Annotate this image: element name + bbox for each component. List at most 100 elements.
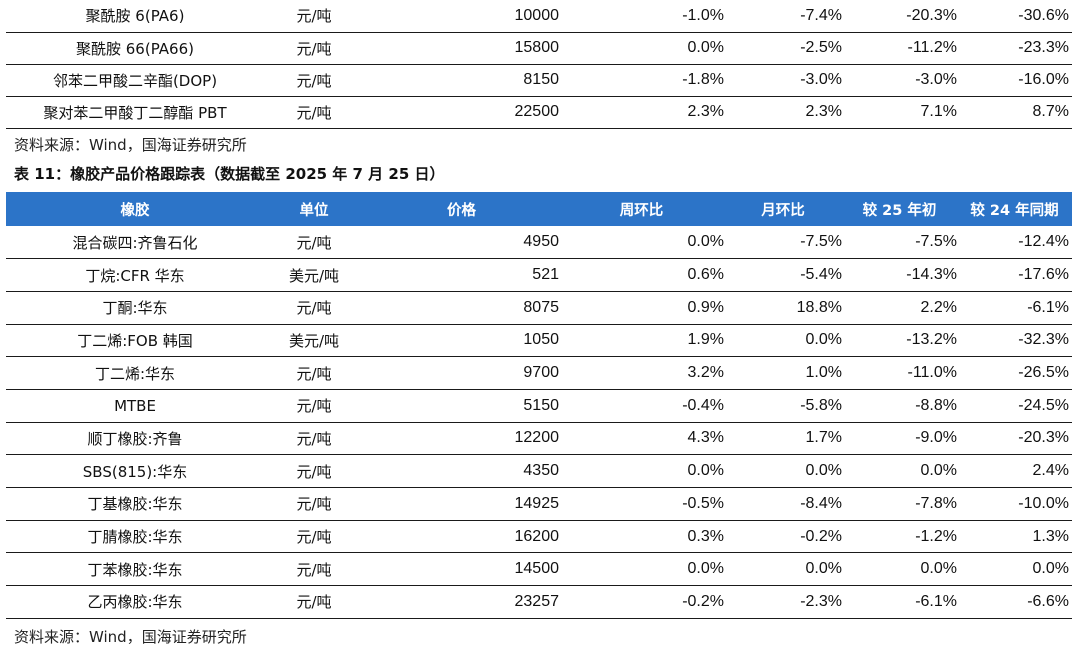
yoy-change-cell: -24.5% <box>957 389 1072 423</box>
unit-cell: 元/吨 <box>264 487 364 521</box>
header-unit: 单位 <box>264 192 364 226</box>
price-cell: 521 <box>364 258 559 292</box>
unit-cell: 元/吨 <box>264 585 364 619</box>
week-change-cell: -1.8% <box>559 64 724 97</box>
yoy-change-cell: 8.7% <box>957 96 1072 129</box>
source-note: 资料来源：Wind，国海证券研究所 <box>14 628 247 646</box>
table-row: 丁烷:CFR 华东 美元/吨 521 0.6% -5.4% -14.3% -17.6% <box>6 258 1072 292</box>
month-change-cell: -3.0% <box>724 64 842 97</box>
plastics-price-table-continued: 聚酰胺 6(PA6) 元/吨 10000 -1.0% -7.4% -20.3% -30.6%… <box>6 0 1072 129</box>
unit-cell: 元/吨 <box>264 389 364 423</box>
week-change-cell: -0.5% <box>559 487 724 521</box>
week-change-cell: -0.2% <box>559 585 724 619</box>
header-product: 橡胶 <box>6 192 264 226</box>
table-row: 丁二烯:华东 元/吨 9700 3.2% 1.0% -11.0% -26.5% <box>6 356 1072 390</box>
week-change-cell: 0.6% <box>559 258 724 292</box>
unit-cell: 元/吨 <box>264 552 364 587</box>
header-price: 价格 <box>364 192 559 226</box>
unit-cell: 元/吨 <box>264 64 364 97</box>
product-cell: 丁腈橡胶:华东 <box>6 520 264 554</box>
ytd-change-cell: 0.0% <box>842 552 957 587</box>
week-change-cell: 4.3% <box>559 422 724 456</box>
price-cell: 10000 <box>364 0 559 33</box>
product-cell: 丁二烯:FOB 韩国 <box>6 324 264 358</box>
week-change-cell: 1.9% <box>559 324 724 358</box>
ytd-change-cell: -14.3% <box>842 258 957 292</box>
table-row: 丁苯橡胶:华东 元/吨 14500 0.0% 0.0% 0.0% 0.0% <box>6 552 1072 587</box>
month-change-cell: -2.5% <box>724 32 842 65</box>
ytd-change-cell: 7.1% <box>842 96 957 129</box>
header-row: 橡胶 单位 价格 周环比 月环比 较 25 年初 较 24 年同期 <box>6 192 1072 226</box>
product-cell: 丁苯橡胶:华东 <box>6 552 264 587</box>
rubber-price-table: 橡胶 单位 价格 周环比 月环比 较 25 年初 较 24 年同期 混合碳四:齐… <box>6 192 1072 619</box>
month-change-cell: 0.0% <box>724 324 842 358</box>
unit-cell: 元/吨 <box>264 520 364 554</box>
month-change-cell: 2.3% <box>724 96 842 129</box>
price-cell: 14500 <box>364 552 559 587</box>
ytd-change-cell: -9.0% <box>842 422 957 456</box>
yoy-change-cell: -32.3% <box>957 324 1072 358</box>
yoy-change-cell: -16.0% <box>957 64 1072 97</box>
month-change-cell: 0.0% <box>724 454 842 488</box>
price-cell: 8150 <box>364 64 559 97</box>
yoy-change-cell: 1.3% <box>957 520 1072 554</box>
table-row: 乙丙橡胶:华东 元/吨 23257 -0.2% -2.3% -6.1% -6.6% <box>6 585 1072 619</box>
ytd-change-cell: -1.2% <box>842 520 957 554</box>
product-cell: 邻苯二甲酸二辛酯(DOP) <box>6 64 264 97</box>
table-caption: 表 11：橡胶产品价格跟踪表（数据截至 2025 年 7 月 25 日） <box>14 165 445 183</box>
yoy-change-cell: -23.3% <box>957 32 1072 65</box>
month-change-cell: 1.7% <box>724 422 842 456</box>
table-row: 聚酰胺 6(PA6) 元/吨 10000 -1.0% -7.4% -20.3% -30.6% <box>6 0 1072 33</box>
yoy-change-cell: -17.6% <box>957 258 1072 292</box>
month-change-cell: -2.3% <box>724 585 842 619</box>
table-row: 丁酮:华东 元/吨 8075 0.9% 18.8% 2.2% -6.1% <box>6 291 1072 325</box>
unit-cell: 元/吨 <box>264 454 364 488</box>
product-cell: 混合碳四:齐鲁石化 <box>6 226 264 260</box>
yoy-change-cell: -6.6% <box>957 585 1072 619</box>
product-cell: 丁二烯:华东 <box>6 356 264 390</box>
table-header: 橡胶 单位 价格 周环比 月环比 较 25 年初 较 24 年同期 <box>6 192 1072 226</box>
month-change-cell: -0.2% <box>724 520 842 554</box>
yoy-change-cell: 2.4% <box>957 454 1072 488</box>
price-cell: 15800 <box>364 32 559 65</box>
table-row: 聚对苯二甲酸丁二醇酯 PBT 元/吨 22500 2.3% 2.3% 7.1% 8.7% <box>6 96 1072 129</box>
ytd-change-cell: -11.0% <box>842 356 957 390</box>
price-cell: 16200 <box>364 520 559 554</box>
table-row: 聚酰胺 66(PA66) 元/吨 15800 0.0% -2.5% -11.2% -23.3… <box>6 32 1072 65</box>
table-row: SBS(815):华东 元/吨 4350 0.0% 0.0% 0.0% 2.4% <box>6 454 1072 488</box>
ytd-change-cell: -11.2% <box>842 32 957 65</box>
week-change-cell: 3.2% <box>559 356 724 390</box>
yoy-change-cell: -20.3% <box>957 422 1072 456</box>
month-change-cell: -8.4% <box>724 487 842 521</box>
rubber-table-body: 混合碳四:齐鲁石化 元/吨 4950 0.0% -7.5% -7.5% -12.4% 丁烷:C… <box>6 226 1072 619</box>
unit-cell: 美元/吨 <box>264 258 364 292</box>
product-cell: 聚对苯二甲酸丁二醇酯 PBT <box>6 96 264 129</box>
week-change-cell: -0.4% <box>559 389 724 423</box>
month-change-cell: -7.4% <box>724 0 842 33</box>
product-cell: 丁烷:CFR 华东 <box>6 258 264 292</box>
month-change-cell: -5.4% <box>724 258 842 292</box>
product-cell: 聚酰胺 6(PA6) <box>6 0 264 33</box>
table-row: 邻苯二甲酸二辛酯(DOP) 元/吨 8150 -1.8% -3.0% -3.0% -16.0… <box>6 64 1072 97</box>
table-row: 丁基橡胶:华东 元/吨 14925 -0.5% -8.4% -7.8% -10.0% <box>6 487 1072 521</box>
product-cell: 丁酮:华东 <box>6 291 264 325</box>
price-cell: 5150 <box>364 389 559 423</box>
table-row: 混合碳四:齐鲁石化 元/吨 4950 0.0% -7.5% -7.5% -12.4% <box>6 226 1072 260</box>
price-cell: 9700 <box>364 356 559 390</box>
price-cell: 23257 <box>364 585 559 619</box>
product-cell: SBS(815):华东 <box>6 454 264 488</box>
source-note: 资料来源：Wind，国海证券研究所 <box>14 136 247 154</box>
unit-cell: 元/吨 <box>264 226 364 260</box>
yoy-change-cell: -30.6% <box>957 0 1072 33</box>
week-change-cell: 0.0% <box>559 552 724 587</box>
price-cell: 8075 <box>364 291 559 325</box>
ytd-change-cell: -13.2% <box>842 324 957 358</box>
table-row: 丁腈橡胶:华东 元/吨 16200 0.3% -0.2% -1.2% 1.3% <box>6 520 1072 554</box>
ytd-change-cell: -3.0% <box>842 64 957 97</box>
yoy-change-cell: -12.4% <box>957 226 1072 260</box>
yoy-change-cell: -6.1% <box>957 291 1072 325</box>
week-change-cell: 0.3% <box>559 520 724 554</box>
price-cell: 22500 <box>364 96 559 129</box>
unit-cell: 元/吨 <box>264 422 364 456</box>
month-change-cell: 0.0% <box>724 552 842 587</box>
